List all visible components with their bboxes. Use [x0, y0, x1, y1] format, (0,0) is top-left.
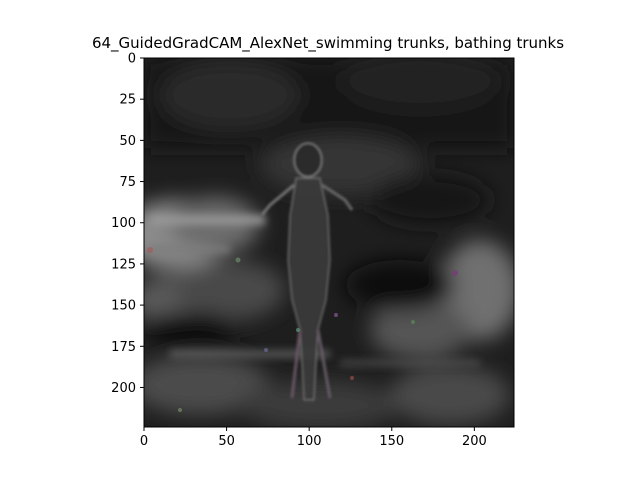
y-tick-label: 175	[111, 340, 136, 355]
guided-gradcam-heatmap-image	[144, 58, 514, 427]
x-tick-label: 150	[379, 434, 404, 449]
y-tick-label: 100	[111, 216, 136, 231]
y-axis: 0 25 50 75 100 125 150 175 200	[111, 52, 144, 396]
plot-frame	[143, 57, 515, 428]
y-tick-label: 200	[111, 381, 136, 396]
y-tick-label: 25	[119, 93, 136, 108]
x-tick-label: 100	[297, 434, 322, 449]
y-tick-label: 75	[119, 175, 136, 190]
plot-title: 64_GuidedGradCAM_AlexNet_swimming trunks…	[91, 34, 565, 52]
x-tick-label: 200	[462, 434, 487, 449]
x-tick-label: 0	[140, 434, 148, 449]
x-axis: 0 50 100 150 200	[140, 427, 487, 449]
y-tick-label: 0	[128, 52, 136, 67]
y-tick-label: 50	[119, 134, 136, 149]
y-tick-label: 125	[111, 257, 136, 272]
y-tick-label: 150	[111, 299, 136, 314]
x-tick-label: 50	[218, 434, 235, 449]
